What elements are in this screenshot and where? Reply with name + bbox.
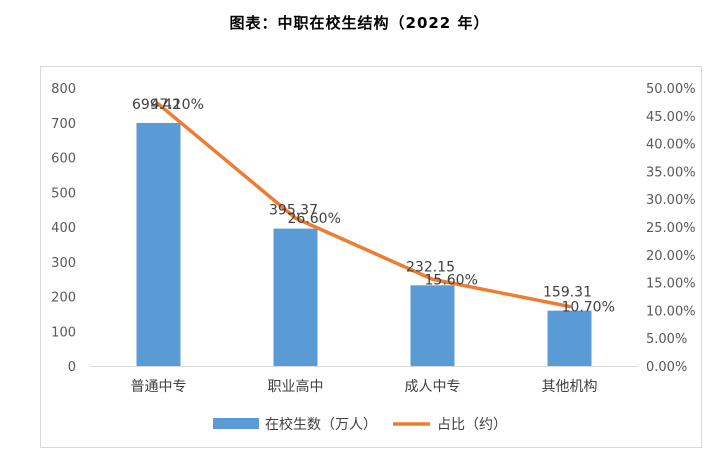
left-tick-label: 200 [51, 291, 76, 306]
legend-label-bar: 在校生数（万人） [265, 416, 377, 433]
left-tick-label: 700 [51, 117, 76, 132]
line-data-labels: 47.10% 26.60% 15.60% 10.70% [151, 97, 615, 315]
bar-data-label: 699.42 [132, 97, 181, 113]
left-tick-label: 600 [51, 152, 76, 167]
line-data-label: 15.60% [425, 272, 478, 288]
bar-data-label: 395.37 [269, 203, 318, 219]
right-tick-label: 30.00% [646, 193, 696, 208]
right-tick-label: 5.00% [646, 332, 687, 347]
bar-data-labels: 699.42 395.37 232.15 159.31 [132, 97, 592, 301]
right-tick-label: 20.00% [646, 249, 696, 264]
bar-data-label: 232.15 [406, 259, 455, 275]
line-path [156, 102, 572, 309]
right-tick-label: 40.00% [646, 138, 696, 153]
line-data-label: 10.70% [562, 300, 615, 316]
right-tick-label: 50.00% [646, 82, 696, 97]
category-label: 职业高中 [268, 378, 324, 395]
left-tick-label: 300 [51, 256, 76, 271]
legend: 在校生数（万人） 占比（约） [213, 416, 507, 433]
bar [547, 310, 592, 366]
right-tick-label: 15.00% [646, 277, 696, 292]
bar [273, 228, 318, 366]
right-tick-label: 35.00% [646, 165, 696, 180]
right-tick-label: 10.00% [646, 304, 696, 319]
category-label: 其他机构 [542, 379, 598, 395]
right-tick-label: 25.00% [646, 221, 696, 236]
bar-data-label: 159.31 [543, 285, 592, 301]
left-tick-label: 500 [51, 186, 76, 201]
left-tick-label: 800 [51, 82, 76, 97]
line-series [156, 102, 572, 309]
left-tick-label: 100 [51, 325, 76, 340]
left-axis: 0 100 200 300 400 500 600 700 800 [51, 82, 76, 375]
bar [410, 285, 455, 366]
chart-border [40, 66, 702, 448]
left-tick-label: 0 [68, 360, 76, 375]
category-labels: 普通中专 职业高中 成人中专 其他机构 [131, 378, 598, 395]
line-data-label: 47.10% [151, 97, 204, 113]
line-data-label: 26.60% [288, 211, 341, 227]
right-tick-label: 45.00% [646, 110, 696, 125]
category-label: 普通中专 [131, 379, 187, 395]
bar-series [136, 122, 592, 366]
legend-label-line: 占比（约） [437, 417, 507, 433]
legend-swatch-bar [213, 418, 259, 429]
right-axis: 0.00% 5.00% 10.00% 15.00% 20.00% 25.00% 30.00%… [646, 82, 696, 375]
right-tick-label: 0.00% [646, 360, 687, 375]
bar [136, 122, 181, 366]
left-tick-label: 400 [51, 221, 76, 236]
chart-title: 图表：中职在校生结构（2022 年） [229, 14, 490, 32]
category-label: 成人中专 [405, 379, 461, 395]
